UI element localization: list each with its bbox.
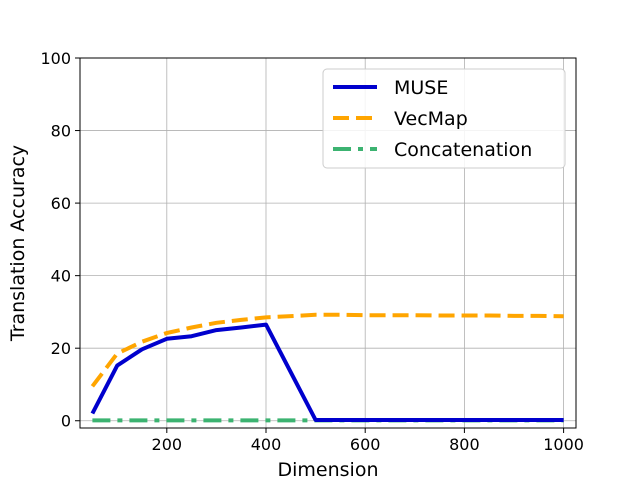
x-tick-label: 600 [350, 435, 381, 454]
plot-frame [79, 57, 577, 429]
y-tick-label: 40 [51, 267, 71, 286]
y-tick-label: 20 [51, 339, 71, 358]
axis-ticks: 200 400 600 800 1000 0 20 40 60 80 100 [40, 49, 584, 454]
y-axis-label: Translation Accuracy [7, 145, 29, 342]
x-tick-label: 200 [152, 435, 183, 454]
legend: MUSE VecMap Concatenation [322, 68, 566, 169]
y-tick-label: 60 [51, 194, 71, 213]
x-axis-label: Dimension [278, 459, 379, 480]
legend-label-concatenation: Concatenation [394, 139, 532, 161]
x-tick-label: 400 [251, 435, 282, 454]
series-lines [90, 312, 564, 423]
x-tick-label: 1000 [543, 435, 584, 454]
y-tick-label: 0 [61, 412, 71, 431]
legend-label-muse: MUSE [394, 77, 448, 99]
series-line-vecmap [90, 312, 564, 388]
y-tick-label: 80 [51, 122, 71, 141]
series-line-muse [90, 322, 564, 422]
legend-box [322, 68, 566, 169]
x-tick-label: 800 [449, 435, 480, 454]
y-tick-label: 100 [40, 49, 71, 68]
legend-label-vecmap: VecMap [394, 108, 468, 130]
